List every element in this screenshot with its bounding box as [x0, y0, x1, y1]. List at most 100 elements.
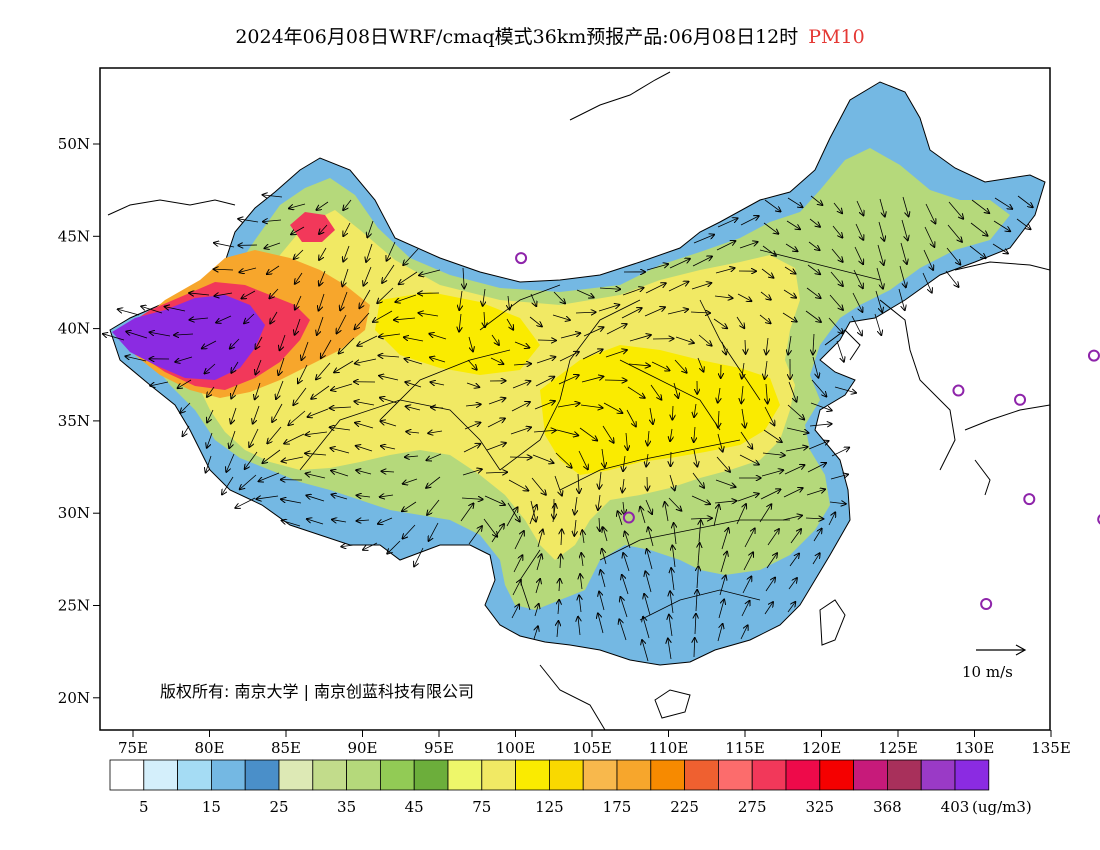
wind-arrow — [646, 453, 648, 466]
wind-arrow — [670, 591, 673, 614]
wind-arrow — [582, 349, 603, 360]
wind-arrow — [222, 476, 234, 494]
wind-arrow — [623, 455, 625, 471]
wind-arrow — [235, 497, 256, 508]
wind-arrow — [381, 471, 395, 472]
wind-arrow — [426, 453, 442, 460]
wind-arrow — [832, 225, 842, 238]
wind-arrow — [642, 640, 649, 662]
coastlines — [107, 71, 1050, 730]
wind-arrow — [761, 268, 773, 278]
wind-arrow — [582, 530, 584, 544]
colorbar-label: 325 — [805, 798, 834, 816]
wind-arrow — [674, 359, 687, 373]
wind-arrow — [674, 523, 676, 545]
wind-arrow — [853, 269, 863, 288]
wind-arrow — [715, 268, 735, 274]
wind-arrow — [668, 639, 671, 660]
wind-arrow — [342, 268, 349, 286]
wind-arrow — [306, 473, 326, 479]
wind-arrow — [510, 427, 531, 435]
wind-arrow — [812, 356, 818, 378]
wind-arrow — [829, 502, 846, 504]
wind-arrow — [809, 424, 832, 426]
wind-arrow — [945, 270, 959, 287]
wind-arrow — [231, 361, 239, 373]
wind-arrow — [646, 264, 668, 271]
wind-arrow — [830, 474, 848, 480]
wind-arrow — [270, 311, 278, 323]
wind-arrow — [629, 335, 651, 342]
lon-tick-label: 125E — [878, 739, 918, 757]
wind-arrow — [785, 447, 808, 452]
wind-arrow — [810, 402, 832, 410]
wind-arrow — [180, 402, 191, 413]
wind-arrow — [553, 291, 565, 303]
colorbar-label: 125 — [535, 798, 564, 816]
wind-arrow — [599, 592, 605, 611]
wind-arrow — [468, 336, 473, 351]
wind-arrow — [363, 542, 378, 550]
wind-arrow — [240, 474, 257, 489]
wind-arrow — [787, 197, 802, 207]
wind-arrow — [380, 421, 397, 427]
wind-arrow — [330, 448, 350, 454]
wind-arrow — [558, 600, 559, 615]
wind-arrow — [284, 433, 305, 444]
wind-arrow — [483, 518, 497, 537]
latitude-axis: 50N 45N 40N 35N 30N 25N 20N — [58, 135, 100, 707]
wind-arrow — [714, 501, 736, 503]
wind-arrow — [599, 471, 601, 489]
wind-arrow — [513, 364, 531, 365]
wind-arrow — [366, 243, 373, 262]
wind-arrow — [720, 552, 727, 573]
wind-arrow — [244, 313, 255, 323]
wind-arrow — [207, 432, 213, 448]
wind-arrow — [341, 545, 355, 547]
wind-arrow — [405, 456, 419, 457]
copyright-text: 版权所有: 南京大学 | 南京创蓝科技有限公司 — [160, 682, 474, 701]
wind-arrow — [560, 333, 580, 339]
wind-arrow — [970, 222, 987, 236]
wind-arrow — [537, 530, 543, 548]
colorbar-label: 45 — [405, 798, 424, 816]
wind-arrow — [343, 199, 352, 210]
wind-arrow — [263, 220, 282, 222]
wind-arrow — [578, 473, 579, 493]
wind-arrow — [216, 315, 232, 323]
wind-arrow — [644, 594, 651, 616]
wind-arrow — [535, 604, 539, 617]
lat-tick-label: 45N — [58, 227, 90, 245]
colorbar-swatch — [684, 759, 719, 791]
wind-arrow — [355, 423, 374, 429]
wind-arrow — [876, 267, 883, 289]
wind-arrow — [598, 494, 600, 510]
wind-arrow — [643, 617, 650, 639]
wind-arrow — [603, 402, 622, 413]
wind-arrow — [426, 476, 441, 488]
wind-arrow — [306, 495, 325, 502]
wind-arrow — [419, 313, 439, 316]
wind-arrow — [403, 524, 416, 539]
wind-arrow — [765, 360, 767, 379]
wind-arrow — [667, 309, 688, 315]
wind-arrow — [764, 199, 781, 211]
colorbar-label: 5 — [139, 798, 149, 816]
colorbar-unit: (ug/m3) — [972, 798, 1032, 816]
wind-arrow — [923, 249, 933, 270]
wind-arrow — [276, 380, 284, 399]
wind-arrow — [178, 379, 192, 388]
wind-arrow — [239, 267, 257, 272]
wind-arrow — [463, 267, 464, 288]
wind-arrow — [767, 529, 779, 546]
wind-arrow — [783, 289, 796, 298]
wind-arrow — [718, 410, 719, 428]
wind-arrow — [319, 270, 326, 286]
wind-arrow — [691, 283, 711, 290]
wind-arrow — [298, 364, 308, 383]
wind-arrow — [741, 385, 743, 403]
wind-arrow — [878, 221, 884, 241]
wind-arrow — [805, 310, 821, 322]
wind-arrow — [696, 590, 697, 612]
lon-tick-label: 115E — [725, 739, 765, 757]
